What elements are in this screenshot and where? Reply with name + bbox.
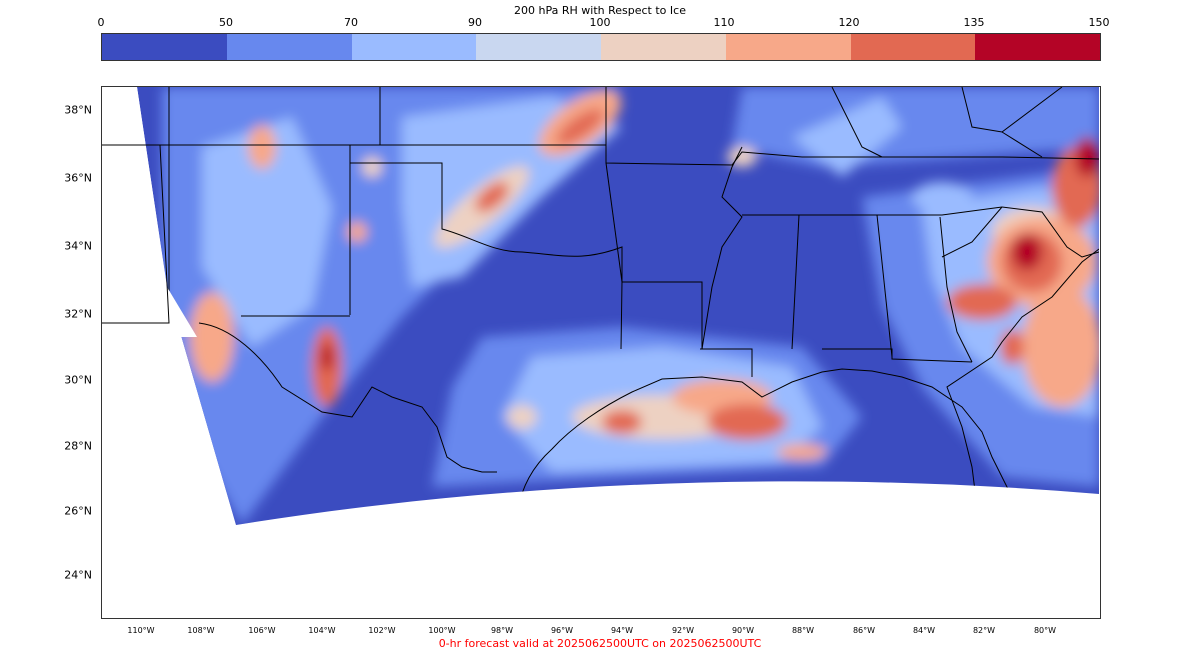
latitude-label: 38°N [64, 103, 92, 117]
latitude-label: 30°N [64, 373, 92, 387]
latitude-label: 24°N [64, 568, 92, 582]
colorbar-tick: 120 [838, 16, 860, 29]
longitude-label: 108°W [187, 626, 215, 635]
latitude-label: 32°N [64, 307, 92, 321]
rh-field-map [102, 87, 1099, 525]
longitude-label: 90°W [731, 626, 755, 635]
latitude-label: 26°N [64, 504, 92, 518]
longitude-label: 102°W [368, 626, 396, 635]
longitude-label: 106°W [248, 626, 276, 635]
longitude-label: 86°W [852, 626, 876, 635]
longitude-label: 110°W [127, 626, 155, 635]
colorbar-tick: 70 [344, 16, 358, 29]
colorbar-segment [601, 34, 726, 60]
latitude-label: 28°N [64, 439, 92, 453]
latitude-label: 36°N [64, 171, 92, 185]
colorbar-segment [351, 34, 477, 60]
colorbar-title: 200 hPa RH with Respect to Ice [514, 4, 686, 17]
longitude-label: 88°W [791, 626, 815, 635]
colorbar-segment [226, 34, 352, 60]
forecast-caption: 0-hr forecast valid at 2025062500UTC on … [438, 637, 762, 650]
colorbar-tick: 90 [468, 16, 482, 29]
map-panel [101, 86, 1101, 619]
colorbar-segment [850, 34, 976, 60]
longitude-label: 82°W [972, 626, 996, 635]
colorbar-tick: 50 [219, 16, 233, 29]
colorbar [101, 33, 1101, 61]
colorbar-segment [975, 34, 1100, 60]
longitude-label: 98°W [490, 626, 514, 635]
colorbar-tick: 150 [1088, 16, 1110, 29]
colorbar-segment [102, 34, 227, 60]
colorbar-tick: 110 [713, 16, 735, 29]
colorbar-segment [476, 34, 601, 60]
colorbar-tick: 100 [589, 16, 611, 29]
colorbar-tick: 0 [97, 16, 105, 29]
state-borders [137, 87, 1099, 473]
longitude-label: 104°W [308, 626, 336, 635]
longitude-label: 100°W [428, 626, 456, 635]
longitude-label: 80°W [1033, 626, 1057, 635]
longitude-label: 94°W [610, 626, 634, 635]
colorbar-tick: 135 [963, 16, 985, 29]
longitude-label: 92°W [671, 626, 695, 635]
latitude-label: 34°N [64, 239, 92, 253]
colorbar-segment [725, 34, 851, 60]
longitude-label: 84°W [912, 626, 936, 635]
longitude-label: 96°W [550, 626, 574, 635]
